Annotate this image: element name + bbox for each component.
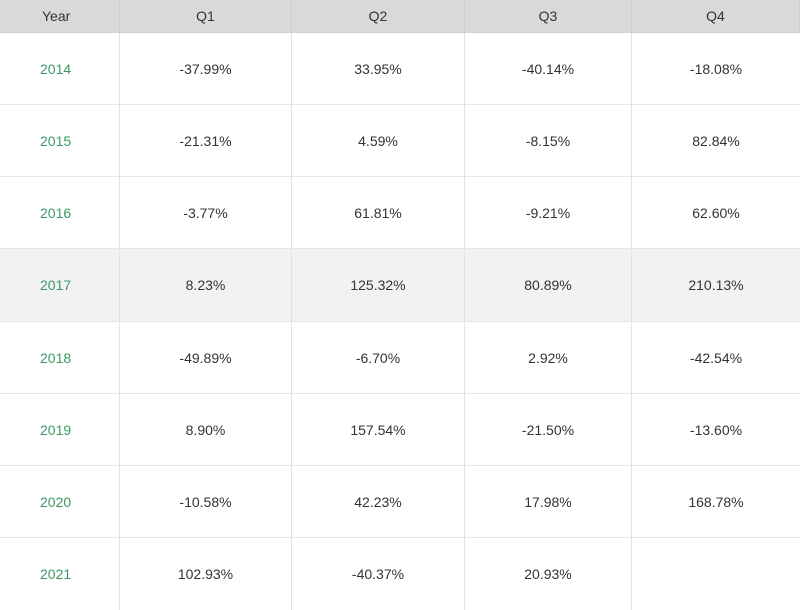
header-q3[interactable]: Q3 [465,0,632,32]
q2-cell: -6.70% [292,322,465,393]
q3-cell: 20.93% [465,538,632,610]
q4-cell: -18.08% [689,60,743,77]
q2-cell: 4.59% [292,105,465,176]
q2-cell: 125.32% [292,249,465,321]
header-q1[interactable]: Q1 [120,0,292,32]
q1-cell: 8.23% [120,249,292,321]
header-q4[interactable]: Q4 [632,0,800,32]
q4-cell: -13.60% [689,421,743,438]
q4-cell: -42.54% [689,349,743,366]
year-cell[interactable]: 2014 [0,33,120,104]
q1-cell: -49.89% [120,322,292,393]
year-cell[interactable]: 2019 [0,394,120,465]
q3-cell: -21.50% [465,394,632,465]
q3-cell: 17.98% [465,466,632,537]
q4-cell: 62.60% [692,204,740,221]
q3-cell: -9.21% [465,177,632,248]
table-row: 2021 102.93% -40.37% 20.93% [0,538,800,610]
q3-cell: 2.92% [465,322,632,393]
q2-cell: 33.95% [292,33,465,104]
q1-cell: -3.77% [120,177,292,248]
header-q2[interactable]: Q2 [292,0,465,32]
q1-cell: 102.93% [120,538,292,610]
q2-cell: 61.81% [292,177,465,248]
table-row: 2020 -10.58% 42.23% 17.98% 168.78% [0,466,800,538]
q1-cell: -37.99% [120,33,292,104]
year-cell[interactable]: 2021 [0,538,120,610]
table-row-highlighted: 2017 8.23% 125.32% 80.89% 210.13% [0,249,800,322]
table-row: 2018 -49.89% -6.70% 2.92% -42.54% [0,322,800,394]
q3-cell: -40.14% [465,33,632,104]
year-cell[interactable]: 2018 [0,322,120,393]
q3-cell: 80.89% [465,249,632,321]
table-row: 2019 8.90% 157.54% -21.50% -13.60% [0,394,800,466]
q4-cell: 168.78% [688,493,744,510]
year-cell[interactable]: 2017 [0,249,120,321]
q1-cell: -10.58% [120,466,292,537]
year-cell[interactable]: 2016 [0,177,120,248]
q4-cell: 210.13% [688,277,744,293]
table-header-row: Year Q1 Q2 Q3 Q4 [0,0,800,33]
q1-cell: -21.31% [120,105,292,176]
year-cell[interactable]: 2020 [0,466,120,537]
q2-cell: 157.54% [292,394,465,465]
table-row: 2015 -21.31% 4.59% -8.15% 82.84% [0,105,800,177]
table-row: 2016 -3.77% 61.81% -9.21% 62.60% [0,177,800,249]
q4-cell: 82.84% [692,132,740,149]
table-row: 2014 -37.99% 33.95% -40.14% -18.08% [0,33,800,105]
year-cell[interactable]: 2015 [0,105,120,176]
q2-cell: -40.37% [292,538,465,610]
q4-cell [632,538,800,610]
q1-cell: 8.90% [120,394,292,465]
q2-cell: 42.23% [292,466,465,537]
header-year[interactable]: Year [0,0,120,32]
q3-cell: -8.15% [465,105,632,176]
